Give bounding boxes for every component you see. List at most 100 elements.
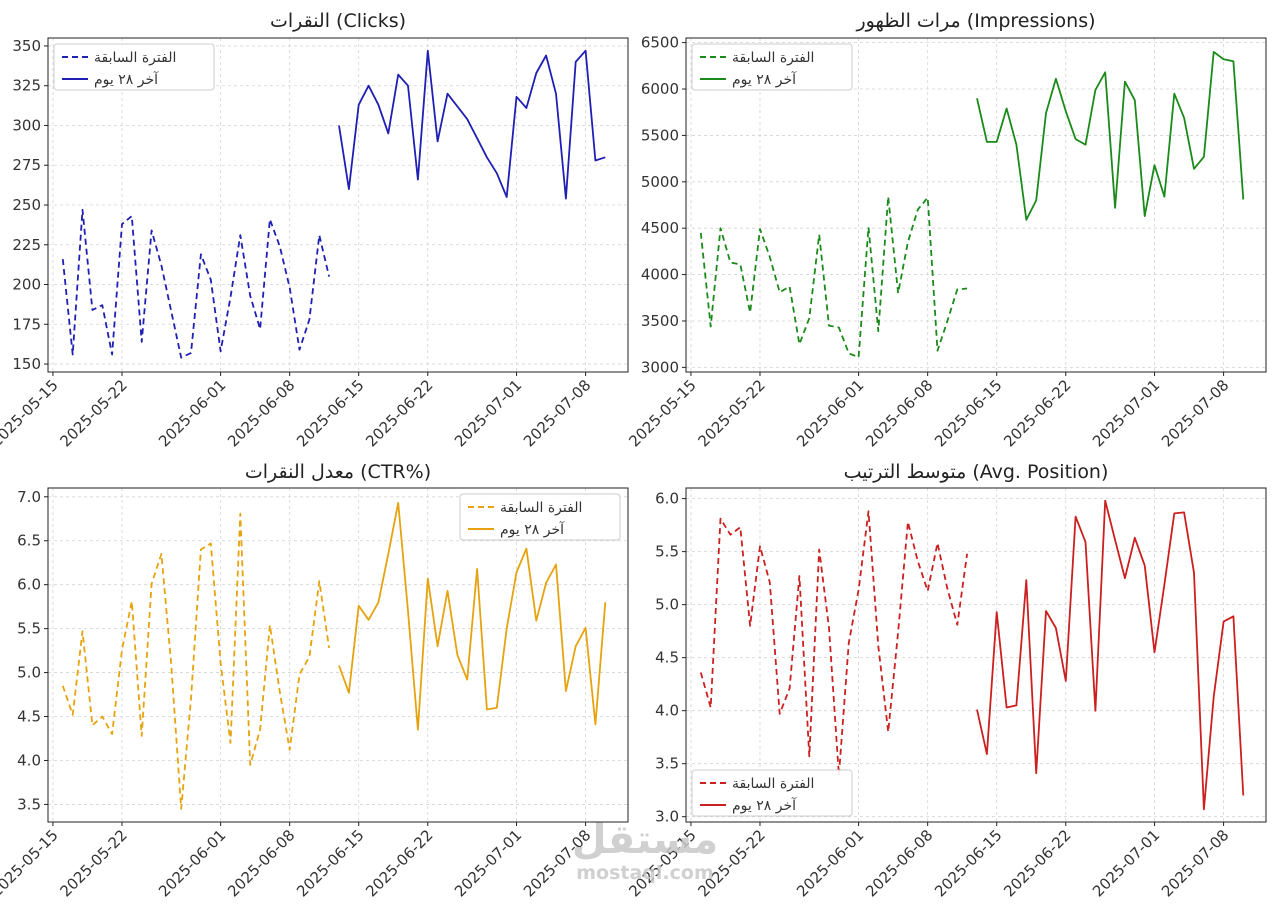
x-tick-label: 2025-06-01: [793, 376, 867, 450]
x-tick-label: 2025-06-15: [931, 376, 1005, 450]
x-tick-label: 2025-05-22: [56, 826, 130, 900]
series-line: [338, 49, 606, 200]
y-tick-label: 5.5: [17, 620, 41, 638]
y-tick-label: 3.5: [17, 795, 41, 813]
x-tick-label: 2025-06-01: [155, 376, 229, 450]
y-tick-label: 150: [12, 355, 41, 373]
watermark-latin: mostaql.com: [576, 862, 714, 884]
legend: الفترة السابقة آخر ٢٨ يوم: [691, 43, 853, 91]
y-tick-label: 175: [12, 315, 41, 333]
y-tick-label: 6.0: [655, 490, 679, 508]
x-tick-label: 2025-07-01: [451, 376, 525, 450]
legend-label: الفترة السابقة: [500, 500, 582, 516]
x-tick-label: 2025-06-22: [362, 826, 436, 900]
y-tick-label: 225: [12, 236, 41, 254]
series-group: [699, 499, 1245, 811]
chart-title: مرات الظهور (Impressions): [855, 10, 1095, 32]
legend-label: الفترة السابقة: [94, 50, 176, 66]
y-tick-label: 4.0: [655, 702, 679, 720]
series-line: [976, 51, 1245, 221]
y-tick-label: 325: [12, 77, 41, 95]
y-tick-label: 300: [12, 116, 41, 134]
y-tick-label: 4000: [641, 266, 679, 284]
y-tick-label: 5.0: [655, 596, 679, 614]
y-tick-label: 200: [12, 276, 41, 294]
y-tick-label: 6.5: [17, 532, 41, 550]
legend-box: [459, 493, 621, 541]
y-tick-label: 350: [12, 37, 41, 55]
y-tick-label: 3.5: [655, 755, 679, 773]
y-tick-label: 5000: [641, 173, 679, 191]
x-tick-label: 2025-06-15: [931, 826, 1005, 900]
y-tick-label: 4.5: [17, 708, 41, 726]
legend-box: [53, 43, 215, 91]
chart-panel-2: 3000 3500 4000 4500 5000 5500 6000 6500 2025-05-…: [625, 10, 1267, 450]
x-tick-label: 2025-05-15: [625, 376, 699, 450]
y-tick-label: 4.5: [655, 649, 679, 667]
x-tick-label: 2025-06-08: [862, 826, 936, 900]
series-line: [338, 501, 607, 731]
y-tick-label: 3500: [641, 312, 679, 330]
y-tick-label: 6000: [641, 80, 679, 98]
y-tick-label: 4500: [641, 219, 679, 237]
y-tick-label: 250: [12, 196, 41, 214]
x-tick-label: 2025-06-22: [1000, 376, 1074, 450]
watermark-logo: مستقل mostaql.com: [560, 818, 730, 884]
chart-panel-3: 3.54.04.55.05.56.06.57.02025-05-152025-0…: [0, 461, 629, 900]
series-line: [699, 510, 968, 777]
y-tick-label: 3000: [641, 358, 679, 376]
legend-label: آخر ٢٨ يوم: [732, 71, 797, 88]
x-tick-label: 2025-05-22: [694, 376, 768, 450]
series-group: [699, 51, 1245, 359]
legend-label: الفترة السابقة: [732, 776, 814, 792]
chart-title: معدل النقرات (CTR%): [245, 461, 431, 483]
series-line: [61, 512, 330, 810]
legend: الفترة السابقة آخر ٢٨ يوم: [691, 769, 853, 817]
legend-label: آخر ٢٨ يوم: [94, 71, 159, 88]
watermark-arabic: مستقل: [571, 817, 719, 863]
series-line: [61, 208, 330, 359]
y-tick-label: 3.0: [655, 808, 679, 826]
legend: الفترة السابقة آخر ٢٨ يوم: [53, 43, 215, 91]
legend: الفترة السابقة آخر ٢٨ يوم: [459, 493, 621, 541]
x-tick-label: 2025-06-22: [1000, 826, 1074, 900]
series-line: [699, 195, 968, 359]
x-tick-label: 2025-07-01: [1089, 376, 1163, 450]
y-tick-label: 5.0: [17, 664, 41, 682]
x-tick-label: 2025-06-22: [362, 376, 436, 450]
y-tick-label: 4.0: [17, 751, 41, 769]
x-tick-label: 2025-07-08: [1158, 376, 1232, 450]
x-tick-label: 2025-06-08: [862, 376, 936, 450]
x-tick-label: 2025-05-15: [0, 826, 62, 900]
legend-label: الفترة السابقة: [732, 50, 814, 66]
x-tick-label: 2025-07-08: [1158, 826, 1232, 900]
x-tick-label: 2025-06-08: [224, 376, 298, 450]
legend-label: آخر ٢٨ يوم: [500, 521, 565, 538]
y-tick-label: 7.0: [17, 488, 41, 506]
y-tick-label: 6500: [641, 34, 679, 52]
x-tick-label: 2025-07-08: [520, 376, 594, 450]
plot-frame: [685, 487, 1267, 823]
x-tick-label: 2025-05-15: [0, 376, 62, 450]
y-tick-label: 275: [12, 156, 41, 174]
x-tick-label: 2025-06-08: [224, 826, 298, 900]
series-line: [976, 499, 1245, 811]
series-group: [61, 501, 607, 810]
chart-panel-1: 1501752002252502753003253502025-05-15202…: [0, 10, 629, 450]
x-tick-label: 2025-06-01: [793, 826, 867, 900]
y-tick-label: 5.5: [655, 543, 679, 561]
chart-title: متوسط الترتيب (Avg. Position): [844, 461, 1109, 483]
series-group: [61, 49, 606, 359]
legend-box: [691, 43, 853, 91]
x-tick-label: 2025-07-01: [451, 826, 525, 900]
x-tick-label: 2025-07-01: [1089, 826, 1163, 900]
legend-box: [691, 769, 853, 817]
x-tick-label: 2025-06-15: [293, 826, 367, 900]
x-tick-label: 2025-05-22: [56, 376, 130, 450]
y-tick-label: 6.0: [17, 576, 41, 594]
chart-title: النقرات (Clicks): [270, 10, 406, 32]
plot-frame: [685, 37, 1267, 373]
plot-frame: [47, 487, 629, 823]
x-tick-label: 2025-06-01: [155, 826, 229, 900]
